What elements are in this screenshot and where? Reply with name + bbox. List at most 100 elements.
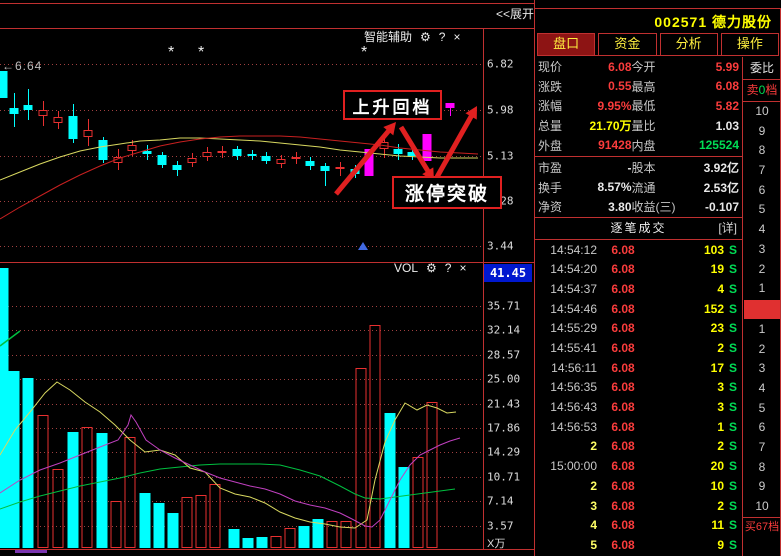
candle (335, 167, 345, 169)
sell-level-1: 1 (758, 281, 766, 296)
buy-level-3: 3 (758, 361, 766, 376)
trade-side: S (729, 341, 738, 356)
trade-time: 14:55:29 (550, 321, 597, 336)
candle (202, 152, 212, 157)
trade-price: 6.08 (611, 478, 635, 493)
trade-volume: 10 (710, 478, 724, 493)
field-value: 5.99 (715, 59, 739, 74)
sell-label-part: 0 (758, 83, 766, 97)
vol-axis-label: 7.14 (487, 494, 514, 508)
star-marker: * (168, 44, 174, 61)
candle (187, 158, 197, 163)
field-value: 125524 (698, 138, 739, 153)
vol-axis-label: 32.14 (487, 323, 521, 337)
trade-side: S (729, 498, 738, 513)
candle (38, 110, 48, 116)
gear-icon[interactable]: ⚙ (420, 29, 431, 44)
tick-trade-list: 14:54:12 6.08 103 S 14:54:20 6.08 19 S 14:54:37 6… (535, 240, 742, 555)
close-icon[interactable]: × (459, 261, 467, 275)
gear-icon[interactable]: ⚙ (426, 261, 437, 275)
tick-trade-row[interactable]: 4 6.08 11 S (535, 515, 742, 535)
sell-level-2: 2 (758, 261, 766, 276)
field-value: 9.95% (597, 98, 632, 113)
tick-trade-row[interactable]: 14:55:29 6.08 23 S (535, 319, 742, 339)
trade-price: 6.08 (611, 518, 635, 533)
volume-bar (326, 521, 338, 548)
volume-bar (110, 501, 122, 548)
trade-price: 6.08 (611, 537, 635, 552)
volume-bar (312, 519, 324, 548)
candle (422, 134, 432, 161)
tick-trade-row[interactable]: 14:54:46 6.08 152 S (535, 299, 742, 319)
field-label: 量比 (631, 119, 656, 134)
tick-trade-row[interactable]: 5 6.08 9 S (535, 535, 742, 555)
tick-trade-row[interactable]: 14:56:43 6.08 3 S (535, 397, 742, 417)
tick-trade-header: 逐笔成交 [详] (535, 216, 742, 240)
trade-volume: 2 (717, 341, 724, 356)
trade-side: S (729, 301, 738, 316)
candle (23, 105, 33, 110)
vol-axis-label: 17.86 (487, 421, 521, 435)
quote-row: 现价 6.08 今开 5.99 (535, 57, 742, 77)
trade-volume: 9 (717, 537, 724, 552)
field-label: 涨跌 (538, 79, 563, 94)
tick-detail-link[interactable]: [详] (718, 220, 737, 235)
trade-volume: 2 (717, 439, 724, 454)
buy-level-8: 8 (758, 459, 766, 474)
field-value: 5.82 (715, 98, 739, 113)
close-icon[interactable]: × (453, 29, 461, 44)
trade-volume: 19 (710, 262, 724, 277)
star-marker: * (198, 44, 204, 61)
smart-assist-toolbar: 智能辅助 ⚙ ? × (364, 28, 460, 45)
quote-row: 净资 3.80 收益(三) -0.107 (535, 197, 742, 217)
tick-trade-row[interactable]: 2 6.08 10 S (535, 476, 742, 496)
sell-label-part: 档 (765, 83, 778, 97)
volume-bar (22, 378, 34, 548)
volume-bar (8, 371, 20, 548)
buy-level-6: 6 (758, 420, 766, 435)
trade-price: 6.08 (611, 498, 635, 513)
tick-trade-row[interactable]: 14:56:11 6.08 17 S (535, 358, 742, 378)
tick-trade-row[interactable]: 14:55:41 6.08 2 S (535, 338, 742, 358)
field-value: 1.03 (715, 118, 739, 133)
tick-trade-row[interactable]: 3 6.08 2 S (535, 496, 742, 516)
tick-trade-row[interactable]: 2 6.08 2 S (535, 437, 742, 457)
candle (172, 165, 182, 170)
candle (364, 149, 374, 176)
tab-分析[interactable]: 分析 (659, 33, 718, 55)
help-icon[interactable]: ? (444, 261, 452, 275)
trade-volume: 103 (703, 242, 724, 257)
sell-level-8: 8 (758, 143, 766, 158)
tick-trade-row[interactable]: 14:54:20 6.08 19 S (535, 259, 742, 279)
price-axis-label: 3.44 (487, 239, 514, 253)
candle (445, 103, 455, 108)
trade-time: 15:00:00 (550, 459, 597, 474)
candle (261, 156, 271, 161)
tick-trade-row[interactable]: 14:54:37 6.08 4 S (535, 279, 742, 299)
weibi-label: 委比 (743, 57, 781, 80)
tick-trade-row[interactable]: 14:56:53 6.08 1 S (535, 417, 742, 437)
tick-trade-row[interactable]: 14:54:12 6.08 103 S (535, 240, 742, 260)
field-value: 3.80 (608, 199, 632, 214)
stock-chart-canvas[interactable]: * * * (0, 0, 535, 556)
annotation-limit-breakout: 涨停突破 (392, 176, 502, 209)
volume-bar (52, 469, 64, 548)
smart-assist-title: 智能辅助 (364, 30, 413, 44)
tab-操作[interactable]: 操作 (720, 33, 779, 55)
tab-资金[interactable]: 资金 (598, 33, 657, 55)
trend-arrow (334, 128, 392, 196)
field-value: 2.53亿 (703, 180, 739, 195)
panel-tabs: 盘口 资金 分析 操作 (537, 33, 779, 56)
volume-bar (81, 427, 93, 548)
buy-level-9: 9 (758, 479, 766, 494)
expand-button[interactable]: <<展开 (495, 7, 534, 21)
tick-trade-row[interactable]: 14:56:35 6.08 3 S (535, 378, 742, 398)
sell-level-3: 3 (758, 241, 766, 256)
tick-trade-row[interactable]: 15:00:00 6.08 20 S (535, 456, 742, 476)
help-icon[interactable]: ? (438, 29, 446, 44)
trade-price: 6.08 (611, 321, 635, 336)
vol-axis-label: 25.00 (487, 372, 521, 386)
trade-time: 3 (590, 498, 597, 513)
tab-盘口[interactable]: 盘口 (537, 33, 596, 55)
trade-time: 14:55:41 (550, 341, 597, 356)
